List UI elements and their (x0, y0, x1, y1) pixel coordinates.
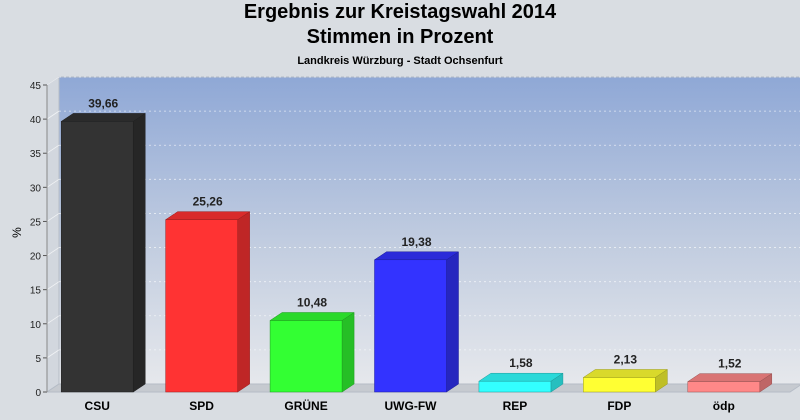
chart-title-line-2: Stimmen in Prozent (306, 26, 494, 48)
bar-side (132, 112, 146, 393)
bar-top (164, 211, 251, 220)
bar (687, 381, 761, 393)
bar-value-label: 1,52 (718, 357, 742, 371)
bar-side (446, 251, 459, 393)
bar-top (373, 251, 460, 261)
bar (269, 320, 343, 393)
bar (478, 380, 552, 393)
grid-line-side (46, 213, 60, 222)
bar-value-label: 25,26 (193, 195, 223, 209)
y-tick-label: 10 (30, 320, 42, 331)
x-tick-label: SPD (189, 399, 214, 413)
bar-top (269, 312, 355, 321)
x-tick-label: UWG-FW (385, 399, 438, 413)
bar-value-label: 1,58 (509, 356, 533, 370)
bar-top (478, 372, 564, 382)
y-tick-label: 20 (30, 252, 42, 263)
y-tick-label: 35 (30, 149, 42, 160)
bar-side (341, 312, 355, 393)
x-tick-label: FDP (607, 399, 631, 413)
bar-side (237, 211, 250, 393)
bar-value-label: 2,13 (614, 352, 638, 366)
y-tick-label: 5 (35, 354, 41, 365)
x-tick-label: CSU (85, 399, 110, 413)
y-tick-label: 0 (35, 388, 41, 399)
grid-line-side (46, 179, 60, 188)
bar (374, 259, 447, 393)
bar-value-label: 19,38 (401, 235, 431, 249)
chart-header: Ergebnis zur Kreistagswahl 2014 Stimmen … (0, 0, 800, 67)
x-tick-label: ödp (713, 399, 735, 413)
bar-top (60, 113, 147, 122)
grid-line-side (46, 110, 60, 120)
y-tick-label: 30 (30, 183, 42, 194)
bar-value-label: 10,48 (297, 296, 327, 310)
y-tick-label: 15 (30, 286, 42, 297)
grid-line-side (46, 247, 60, 256)
bar-top (686, 373, 773, 382)
chart-title-line-1: Ergebnis zur Kreistagswahl 2014 (243, 1, 557, 23)
grid-line-side (46, 76, 60, 86)
y-tick-label: 45 (30, 81, 42, 92)
grid-line-side (46, 349, 60, 359)
bar (60, 121, 134, 393)
x-tick-label: GRÜNE (284, 398, 327, 413)
bar (165, 219, 238, 393)
grid-line-side (46, 281, 60, 290)
bar (583, 377, 656, 393)
bar-top (582, 369, 669, 378)
grid-line-side (46, 315, 60, 325)
plot-left-wall (46, 76, 60, 393)
y-tick-label: 25 (30, 217, 42, 228)
bar-value-label: 39,66 (88, 96, 118, 110)
x-tick-label: REP (503, 399, 528, 413)
grid-line-side (46, 144, 60, 154)
y-axis-label: % (10, 227, 24, 238)
y-tick-label: 40 (30, 115, 42, 126)
chart-subtitle: Landkreis Würzburg - Stadt Ochsenfurt (297, 55, 503, 67)
